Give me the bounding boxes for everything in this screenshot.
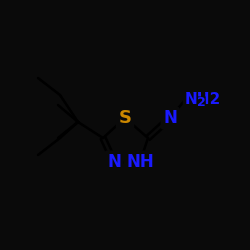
Text: NH2: NH2 <box>185 92 221 108</box>
Text: N: N <box>163 109 177 127</box>
Text: NH: NH <box>126 153 154 171</box>
Text: S: S <box>118 109 132 127</box>
Text: N: N <box>107 153 121 171</box>
Text: 2: 2 <box>197 96 206 110</box>
Text: NH: NH <box>185 92 210 108</box>
